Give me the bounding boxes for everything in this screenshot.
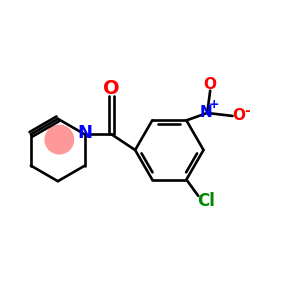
Text: N: N xyxy=(200,106,212,121)
Text: O: O xyxy=(232,108,245,123)
Text: N: N xyxy=(77,124,92,142)
Text: +: + xyxy=(208,98,219,111)
Text: O: O xyxy=(103,79,120,98)
Text: Cl: Cl xyxy=(197,192,215,210)
Text: O: O xyxy=(204,76,217,92)
Text: -: - xyxy=(244,104,250,118)
Circle shape xyxy=(45,125,74,154)
